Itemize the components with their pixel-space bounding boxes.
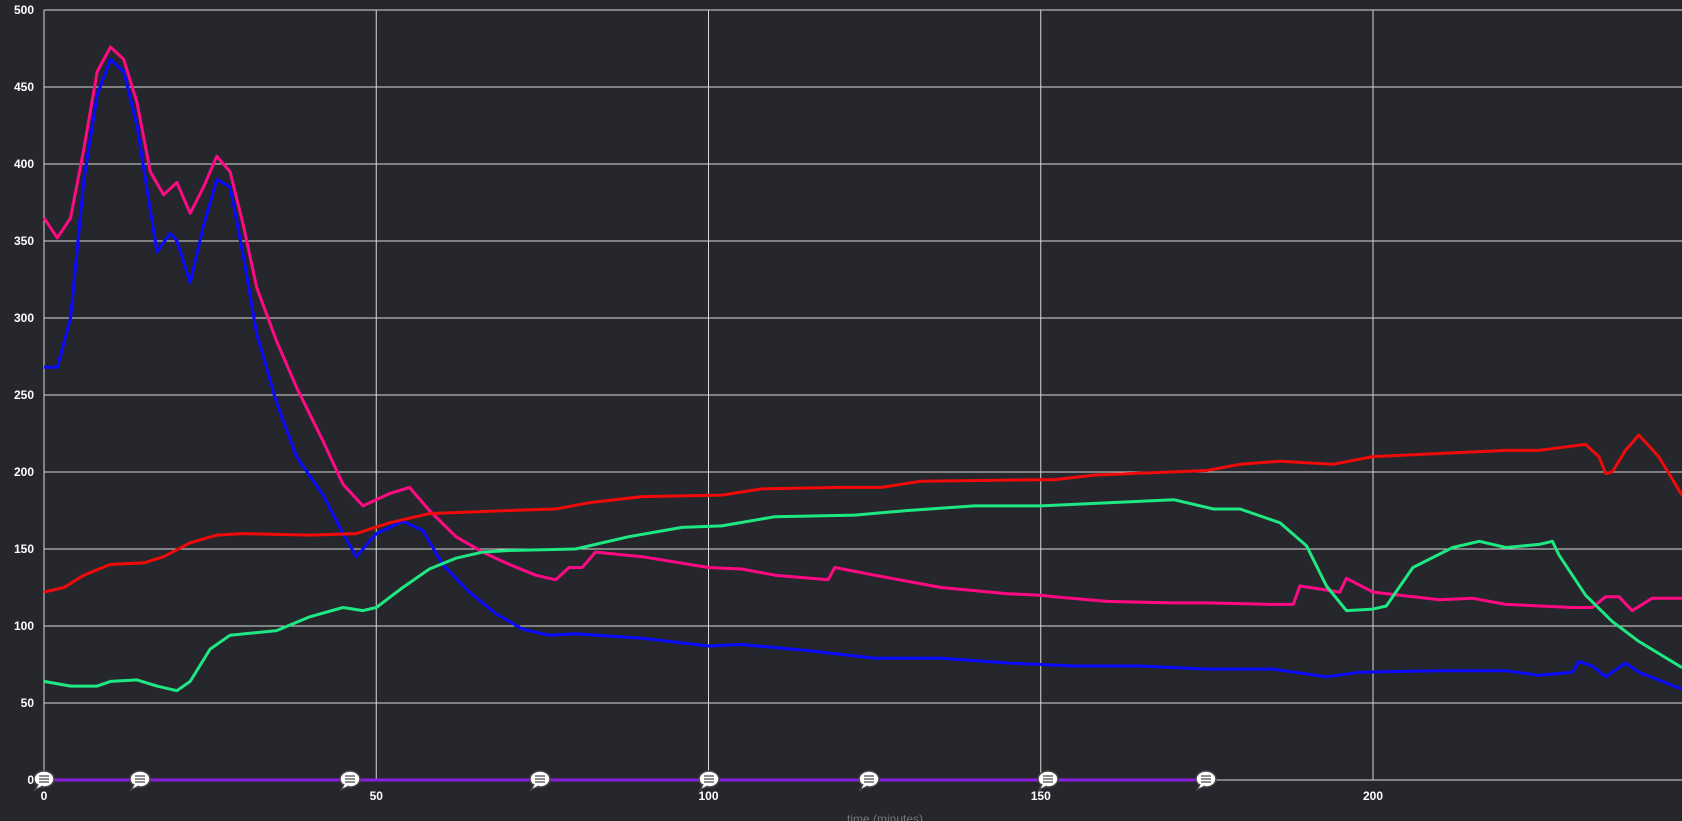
comment-tail <box>858 783 869 792</box>
comment-icon <box>698 770 720 792</box>
comment-icon <box>129 770 151 792</box>
y-tick-label: 350 <box>14 234 34 248</box>
y-tick-label: 150 <box>14 542 34 556</box>
comment-tail <box>698 783 709 792</box>
comment-icon <box>858 770 880 792</box>
x-tick-label: 200 <box>1363 789 1383 803</box>
x-axis-label: time (minutes) <box>847 812 923 821</box>
x-tick-label: 0 <box>41 789 48 803</box>
comment-icon <box>1037 770 1059 792</box>
comment-tail <box>129 783 140 792</box>
x-tick-label: 150 <box>1031 789 1051 803</box>
series-line <box>43 498 1682 693</box>
comment-icon <box>33 770 55 792</box>
comment-icon <box>529 770 551 792</box>
series-line <box>42 45 1682 613</box>
x-tick-label: 50 <box>370 789 384 803</box>
comment-tail <box>1195 783 1206 792</box>
comment-tail <box>1037 783 1048 792</box>
y-tick-label: 0 <box>27 773 34 787</box>
y-tick-label: 100 <box>14 619 34 633</box>
y-tick-label: 300 <box>14 311 34 325</box>
comment-tail <box>339 783 350 792</box>
comment-icon <box>1195 770 1217 792</box>
series-line <box>44 57 1682 691</box>
y-tick-label: 450 <box>14 80 34 94</box>
x-tick-label: 100 <box>698 789 718 803</box>
comment-tail <box>529 783 540 792</box>
comment-tail <box>33 783 44 792</box>
comment-icon <box>339 770 361 792</box>
y-tick-label: 400 <box>14 157 34 171</box>
y-tick-label: 500 <box>14 3 34 17</box>
series-line <box>43 433 1682 594</box>
y-tick-label: 250 <box>14 388 34 402</box>
y-tick-label: 50 <box>21 696 35 710</box>
y-tick-label: 200 <box>14 465 34 479</box>
